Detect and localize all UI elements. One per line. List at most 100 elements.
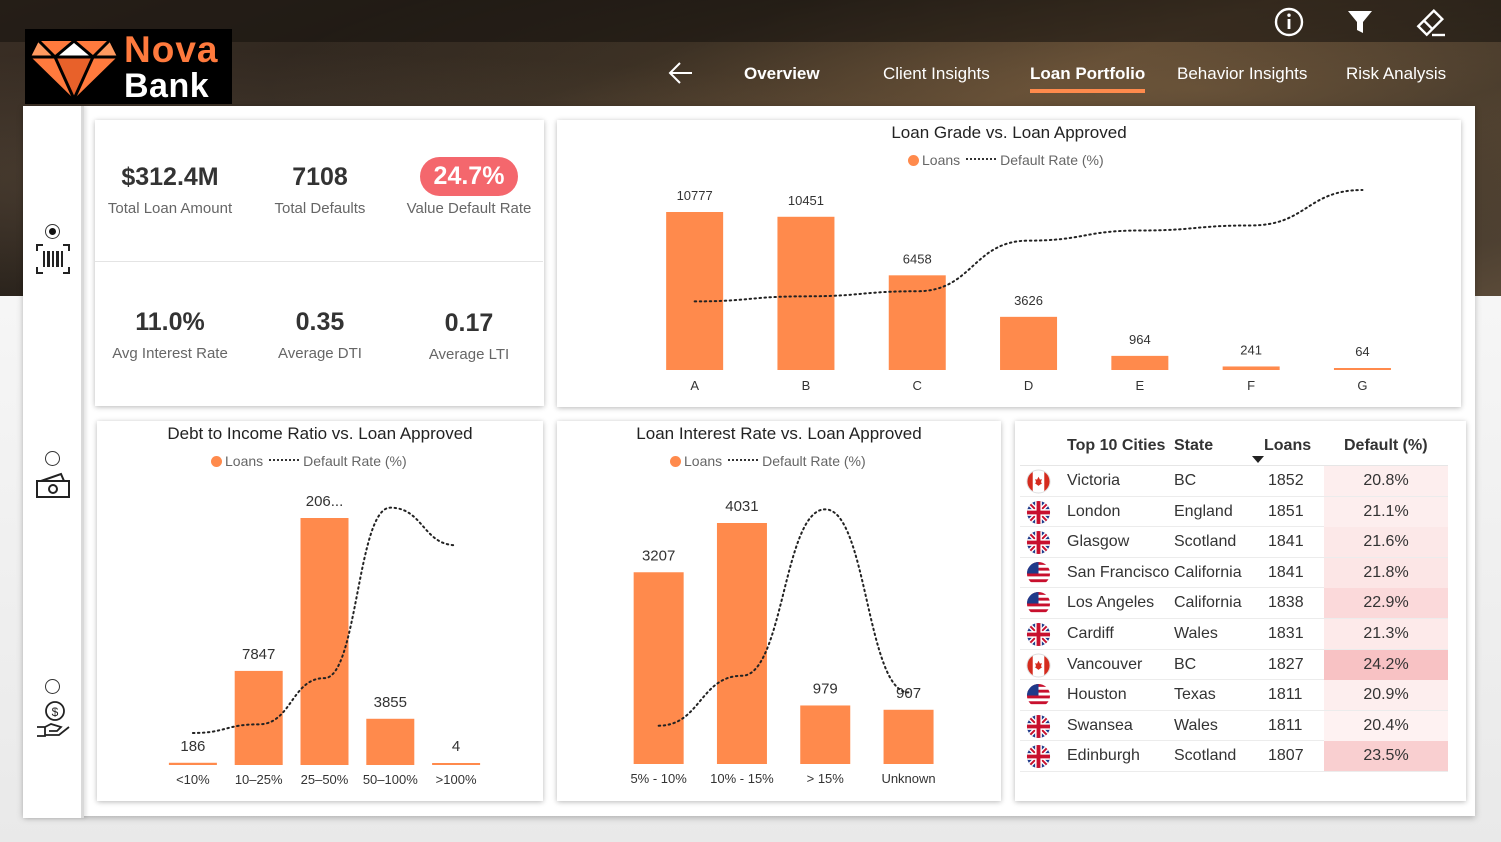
bar[interactable] — [1222, 366, 1280, 370]
uk-flag-icon — [1026, 714, 1051, 739]
bar[interactable] — [777, 216, 835, 370]
kpi-value: 0.17 — [444, 309, 494, 337]
table-row[interactable]: Vancouver BC 1827 24.2% — [1020, 649, 1448, 681]
legend-line: Default Rate (%) — [303, 453, 407, 469]
kpi-label: Total Loan Amount — [107, 200, 233, 217]
city-cell: Houston — [1067, 686, 1127, 704]
rail-radio-2[interactable] — [45, 451, 60, 466]
data-label: 4031 — [725, 498, 758, 515]
col-default[interactable]: Default (%) — [1344, 437, 1428, 454]
eraser-icon[interactable] — [1414, 5, 1448, 39]
kpi-divider — [95, 261, 543, 262]
legend-dotted-line-icon — [728, 459, 759, 461]
col-state[interactable]: State — [1174, 437, 1214, 454]
rail-radio-3[interactable] — [45, 679, 60, 694]
kpi-average-dti: 0.35 Average DTI — [245, 308, 395, 362]
kpi-value: 7108 — [292, 163, 348, 191]
loans-cell: 1827 — [1268, 655, 1304, 673]
bar[interactable] — [234, 670, 283, 765]
tab-behavior-insights[interactable]: Behavior Insights — [1177, 64, 1308, 83]
bar[interactable] — [168, 762, 217, 765]
state-cell: BC — [1174, 655, 1197, 673]
bar[interactable] — [716, 523, 767, 764]
tab-loan-portfolio[interactable]: Loan Portfolio — [1030, 64, 1146, 93]
table-row[interactable]: Swansea Wales 1811 20.4% — [1020, 710, 1448, 742]
table-row[interactable]: Houston Texas 1811 20.9% — [1020, 680, 1448, 711]
sort-down-icon[interactable] — [1252, 456, 1264, 464]
state-cell: Texas — [1174, 686, 1216, 704]
loans-cell: 1852 — [1268, 472, 1304, 489]
data-label: 64 — [1355, 344, 1369, 359]
state-cell: Scotland — [1174, 747, 1237, 765]
bar[interactable] — [666, 212, 724, 370]
bar[interactable] — [432, 763, 481, 765]
loans-cell: 1841 — [1268, 533, 1304, 551]
kpi-label: Average LTI — [428, 346, 510, 363]
bar[interactable] — [800, 705, 851, 764]
tab-risk-analysis[interactable]: Risk Analysis — [1346, 64, 1447, 83]
kpi-label: Avg Interest Rate — [112, 345, 228, 362]
data-label: 979 — [813, 680, 838, 697]
bar[interactable] — [1000, 316, 1058, 370]
loans-cell: 1851 — [1268, 502, 1304, 520]
table-row[interactable]: Cardiff Wales 1831 21.3% — [1020, 618, 1448, 650]
kpi-total-defaults: 7108 Total Defaults — [245, 163, 395, 217]
city-cell: Vancouver — [1067, 655, 1143, 673]
filter-icon[interactable] — [1343, 5, 1377, 39]
city-cell: Edinburgh — [1067, 747, 1140, 765]
legend-bars: Loans — [684, 453, 723, 469]
kpi-avg-interest-rate: 11.0% Avg Interest Rate — [95, 308, 245, 362]
state-cell: BC — [1174, 472, 1197, 489]
data-label: 241 — [1240, 342, 1262, 357]
info-icon[interactable] — [1272, 5, 1306, 39]
svg-text:$: $ — [52, 705, 59, 719]
city-cell: San Francisco — [1067, 563, 1170, 581]
bar[interactable] — [300, 518, 349, 765]
bar[interactable] — [1333, 368, 1391, 370]
legend-line: Default Rate (%) — [762, 453, 866, 469]
bar[interactable] — [633, 572, 684, 764]
bar[interactable] — [1111, 355, 1169, 370]
category-label: >100% — [436, 772, 477, 787]
city-cell: London — [1067, 502, 1121, 520]
category-label: 50–100% — [363, 772, 418, 787]
legend-dot-icon — [211, 455, 222, 467]
canada-flag-icon — [1026, 469, 1051, 494]
category-label: F — [1247, 378, 1255, 393]
loans-cell: 1831 — [1268, 624, 1304, 642]
bar[interactable] — [366, 718, 415, 765]
bar[interactable] — [883, 709, 934, 764]
col-city[interactable]: Top 10 Cities — [1067, 437, 1166, 454]
city-cell: Los Angeles — [1067, 594, 1155, 612]
kpi-value-pill: 24.7% — [419, 157, 519, 196]
tab-overview[interactable]: Overview — [744, 64, 820, 83]
data-label: 964 — [1129, 332, 1151, 347]
bar[interactable] — [888, 275, 946, 370]
kpi-label: Average DTI — [278, 345, 362, 362]
table-row[interactable]: Glasgow Scotland 1841 21.6% — [1020, 527, 1448, 558]
arrow-left-icon[interactable] — [668, 60, 694, 91]
legend-line: Default Rate (%) — [1000, 152, 1104, 168]
table-row[interactable]: London England 1851 21.1% — [1020, 496, 1448, 528]
col-loans[interactable]: Loans — [1264, 437, 1312, 454]
nova-bank-logo: Nova Bank — [25, 29, 232, 105]
table-row[interactable]: Edinburgh Scotland 1807 23.5% — [1020, 741, 1448, 772]
category-label: B — [802, 378, 811, 393]
dti-chart: 186 <10% 7847 10–25% 206... 25–50% 3855 50–100%… — [168, 493, 481, 787]
uk-flag-icon — [1026, 500, 1051, 525]
rail-radio-1[interactable] — [45, 224, 60, 239]
table-row[interactable]: Victoria BC 1852 20.8% — [1020, 466, 1448, 497]
chart-legend: Loans Default Rate (%) — [908, 152, 1104, 168]
table-header: Top 10 Cities State Loans Default (%) — [1020, 430, 1448, 466]
side-rail: $ — [23, 106, 84, 818]
table-row[interactable]: Los Angeles California 1838 22.9% — [1020, 588, 1448, 619]
barcode-icon[interactable] — [35, 242, 71, 281]
state-cell: California — [1174, 563, 1242, 581]
table-row[interactable]: San Francisco California 1841 21.8% — [1020, 557, 1448, 589]
chart-title: Debt to Income Ratio vs. Loan Approved — [167, 424, 473, 443]
data-label: 10451 — [788, 193, 824, 208]
tab-client-insights[interactable]: Client Insights — [883, 64, 990, 83]
cash-icon[interactable] — [35, 472, 71, 505]
default-cell: 20.4% — [1324, 710, 1448, 741]
money-hand-icon[interactable]: $ — [35, 698, 71, 743]
